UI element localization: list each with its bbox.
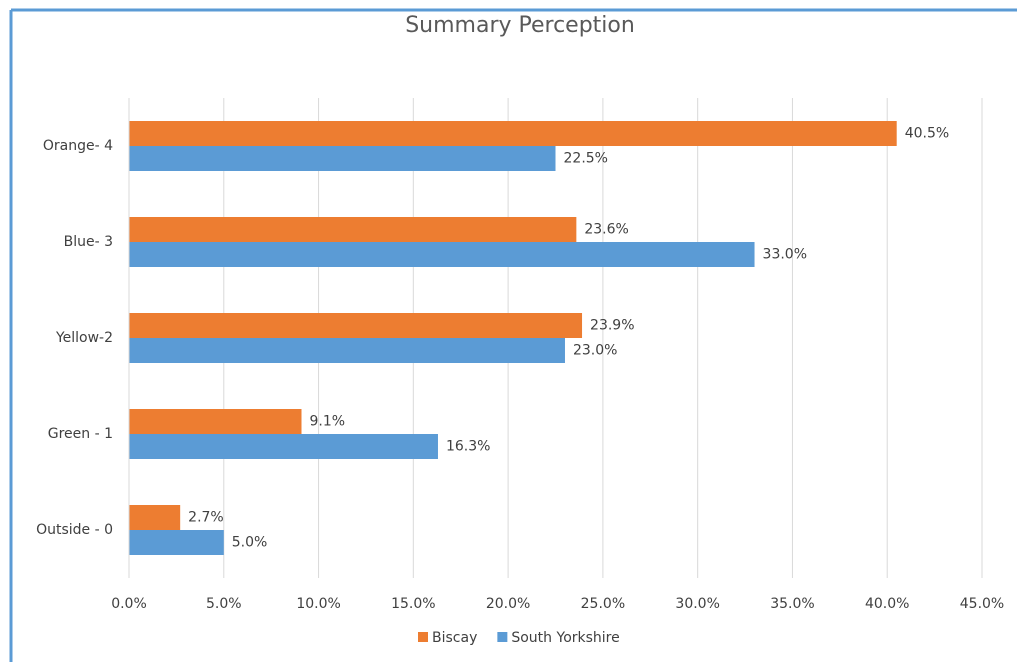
- legend-swatch: [497, 632, 508, 642]
- data-label: 23.6%: [584, 222, 628, 238]
- bar: [129, 313, 583, 338]
- x-tick-label: 5.0%: [206, 596, 242, 612]
- y-tick-label: Orange- 4: [43, 138, 113, 154]
- legend-label: Biscay: [432, 630, 477, 646]
- data-label: 23.0%: [573, 343, 617, 359]
- data-label: 33.0%: [763, 247, 807, 263]
- bar: [129, 146, 556, 171]
- x-tick-label: 10.0%: [296, 596, 340, 612]
- x-tick-label: 25.0%: [581, 596, 625, 612]
- x-tick-label: 35.0%: [770, 596, 814, 612]
- y-tick-label: Green - 1: [48, 426, 113, 442]
- x-tick-label: 0.0%: [111, 596, 147, 612]
- bar: [129, 242, 755, 267]
- bar: [129, 338, 565, 363]
- bar: [129, 409, 302, 434]
- bar: [129, 530, 224, 555]
- y-tick-label: Blue- 3: [64, 234, 113, 250]
- data-label: 9.1%: [309, 414, 345, 430]
- x-tick-label: 15.0%: [391, 596, 435, 612]
- x-tick-label: 45.0%: [960, 596, 1004, 612]
- x-tick-label: 40.0%: [865, 596, 909, 612]
- data-label: 5.0%: [232, 535, 268, 551]
- data-label: 23.9%: [590, 318, 634, 334]
- chart-title: Summary Perception: [405, 13, 635, 38]
- bar: [129, 434, 438, 459]
- data-label: 22.5%: [564, 151, 608, 167]
- data-label: 16.3%: [446, 439, 490, 455]
- y-tick-label: Outside - 0: [36, 522, 113, 538]
- bar: [129, 121, 897, 146]
- bar: [129, 505, 181, 530]
- legend-label: South Yorkshire: [511, 630, 619, 646]
- x-tick-label: 20.0%: [486, 596, 530, 612]
- legend-swatch: [418, 632, 428, 642]
- data-label: 40.5%: [905, 126, 949, 142]
- bar: [129, 217, 577, 242]
- x-tick-label: 30.0%: [675, 596, 719, 612]
- y-tick-label: Yellow-2: [55, 330, 113, 346]
- data-label: 2.7%: [188, 510, 224, 526]
